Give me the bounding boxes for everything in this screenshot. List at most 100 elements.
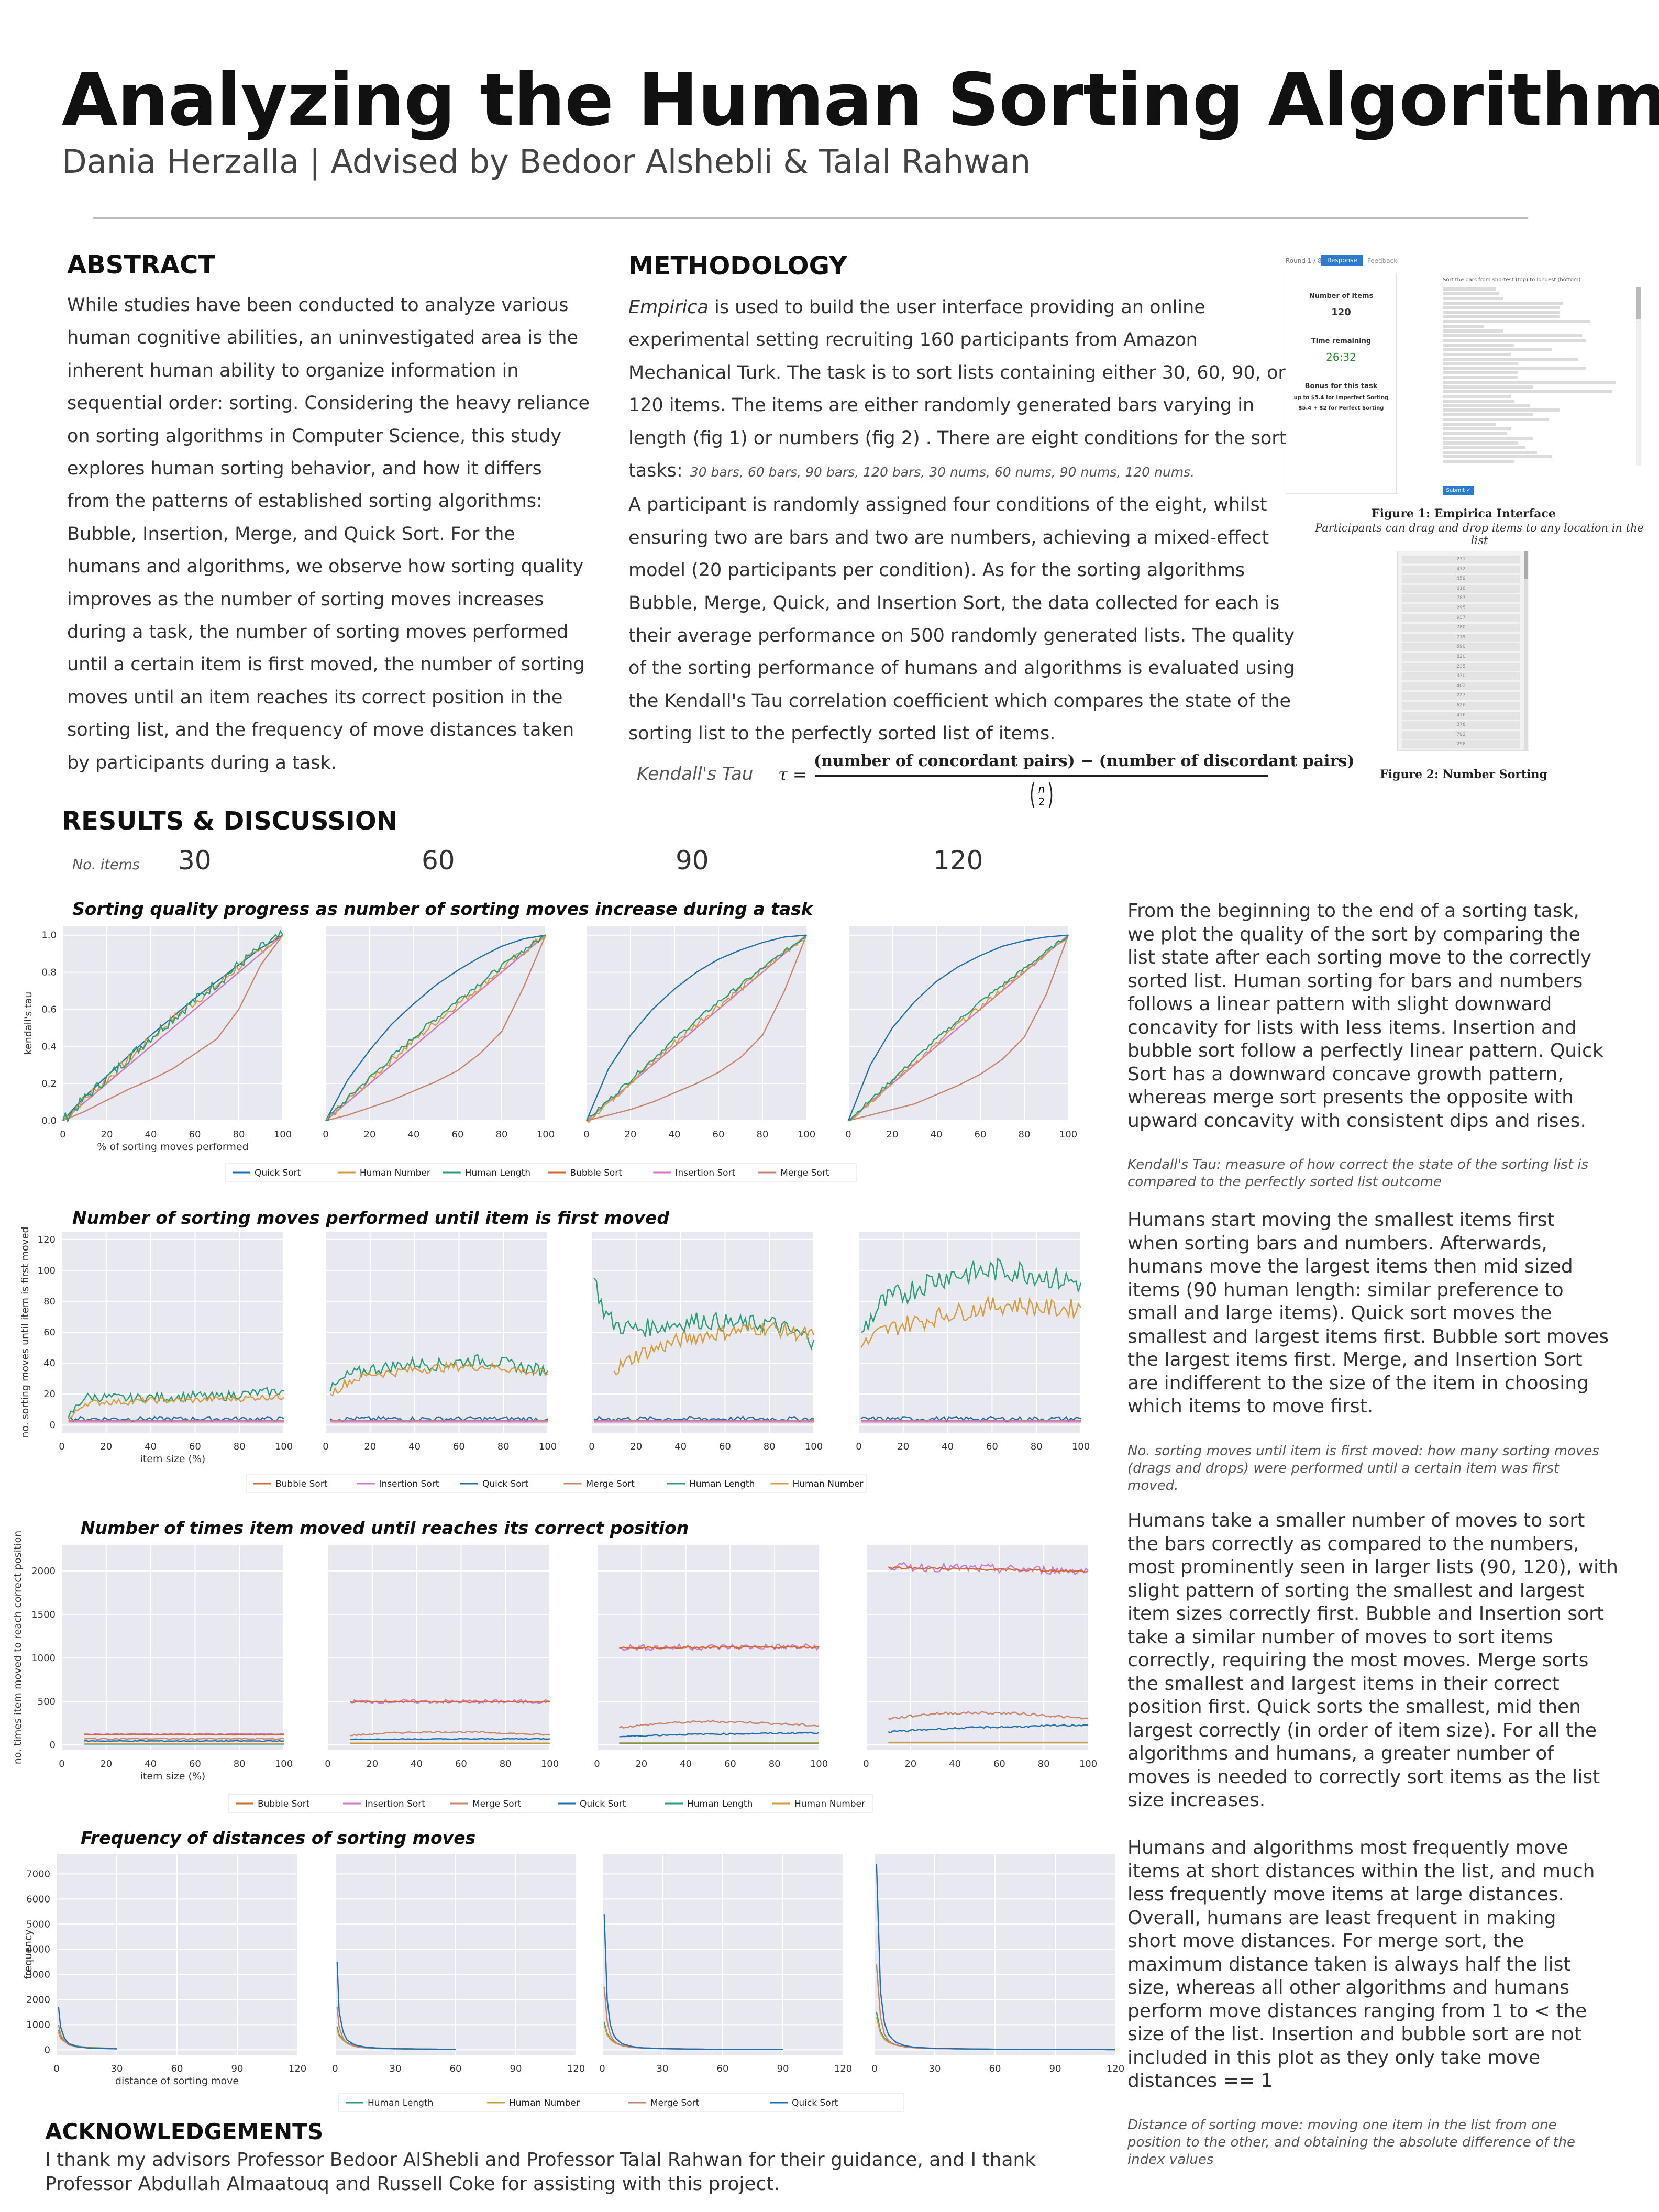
abstract-line: during a task, the number of sorting mov… (67, 622, 569, 643)
note-line: (drags and drops) were performed until a… (1127, 1461, 1559, 1476)
y-tick-label: 0.2 (41, 1078, 57, 1089)
number-item[interactable]: 859 (1402, 575, 1520, 583)
draggable-bar[interactable] (1443, 325, 1485, 328)
x-tick-label: 60 (993, 1758, 1005, 1769)
number-list-scrollbar[interactable] (1524, 551, 1528, 750)
draggable-bar[interactable] (1443, 343, 1514, 347)
number-item[interactable]: 402 (1402, 682, 1520, 690)
draggable-bar[interactable] (1443, 450, 1537, 454)
acknowledgement-line: I thank my advisors Professor Bedoor AlS… (45, 2149, 1036, 2171)
x-tick-label: 40 (408, 1441, 421, 1452)
draggable-bar[interactable] (1443, 460, 1514, 463)
tab-response[interactable]: Response (1321, 255, 1363, 266)
chart-2-panel-30: 0 20 40 60 80 100 0 20 40 60 80 100 120 item size (%) (38, 1232, 293, 1465)
draggable-bar[interactable] (1443, 352, 1511, 356)
discussion-line: sorted list. Human sorting for bars and … (1127, 970, 1583, 992)
draggable-bar[interactable] (1443, 320, 1590, 324)
y-tick-label: 1000 (26, 2019, 50, 2030)
draggable-bar[interactable] (1443, 362, 1518, 366)
draggable-bar[interactable] (1443, 329, 1503, 333)
submit-button[interactable]: Submit ✓ (1443, 486, 1474, 495)
legend-box (225, 1163, 857, 1182)
series-line-merge (84, 1738, 284, 1740)
figure-1-subcaption: Participants can drag and drop items to … (1314, 522, 1644, 547)
figure-2-number-list[interactable]: 231 472 859 618 787 295 937 780 719 590 820 235 330 4… (1397, 551, 1529, 751)
draggable-bar[interactable] (1443, 371, 1518, 375)
y-tick-label: 3000 (26, 1969, 50, 1980)
draggable-bar[interactable] (1443, 381, 1617, 384)
draggable-bar[interactable] (1443, 311, 1560, 314)
chart-1-panel-90: 0 20 40 60 80 100 (583, 926, 815, 1140)
number-item[interactable]: 295 (1402, 604, 1520, 612)
discussion-line: Humans take a smaller number of moves to… (1127, 1510, 1585, 1531)
y-tick-label: 0.4 (41, 1041, 57, 1052)
draggable-bar[interactable] (1443, 367, 1586, 370)
number-item[interactable]: 590 (1402, 643, 1520, 651)
number-item[interactable]: 792 (1402, 731, 1520, 739)
draggable-bar[interactable] (1443, 423, 1496, 426)
plot-background (587, 926, 806, 1121)
number-item[interactable]: 227 (1402, 692, 1520, 700)
number-item[interactable]: 780 (1402, 624, 1520, 632)
methodology-line: A participant is randomly assigned four … (628, 494, 1267, 516)
abstract-line: explores human sorting behavior, and how… (67, 458, 542, 480)
number-item[interactable]: 937 (1402, 614, 1520, 622)
bar-list-scrollbar[interactable] (1636, 287, 1641, 466)
number-item[interactable]: 820 (1402, 653, 1520, 661)
draggable-bar[interactable] (1443, 348, 1552, 351)
draggable-bar[interactable] (1443, 301, 1564, 305)
chart-4-legend: Human Length Human Number Merge Sort Quick … (338, 2093, 904, 2112)
number-item[interactable]: 719 (1402, 633, 1520, 642)
number-item[interactable]: 231 (1402, 556, 1520, 563)
number-item[interactable]: 626 (1402, 702, 1520, 710)
legend-entry: Human Number (793, 1479, 864, 1489)
draggable-bar[interactable] (1443, 441, 1518, 445)
draggable-bar[interactable] (1443, 296, 1503, 300)
x-tick-label: 100 (805, 1441, 823, 1452)
draggable-bar[interactable] (1443, 334, 1583, 337)
chart-1: 0 20 40 60 80 100 0.0 0.2 0.4 0.6 0.8 1.0 % of sorti… (23, 926, 1077, 1182)
draggable-bar[interactable] (1443, 432, 1507, 435)
draggable-bar[interactable] (1443, 390, 1612, 393)
number-item[interactable]: 378 (1402, 721, 1520, 729)
number-item[interactable]: 472 (1402, 565, 1520, 573)
draggable-bar[interactable] (1443, 315, 1560, 319)
items-label: Number of items (1309, 292, 1374, 300)
draggable-bar[interactable] (1443, 338, 1586, 342)
draggable-bar[interactable] (1443, 376, 1518, 380)
draggable-bar[interactable] (1443, 287, 1496, 291)
number-item[interactable]: 235 (1402, 662, 1520, 671)
draggable-bar[interactable] (1443, 436, 1533, 440)
draggable-bar[interactable] (1443, 413, 1533, 417)
draggable-bar[interactable] (1443, 394, 1511, 398)
discussion-line: small and large items). Quick sort moves… (1127, 1302, 1552, 1324)
draggable-bar[interactable] (1443, 404, 1530, 407)
number-item[interactable]: 787 (1402, 594, 1520, 603)
draggable-bar[interactable] (1443, 427, 1511, 430)
scrollbar-thumb[interactable] (1636, 287, 1641, 319)
number-item[interactable]: 298 (1402, 740, 1520, 749)
draggable-bar[interactable] (1443, 399, 1514, 403)
draggable-bar[interactable] (1443, 408, 1560, 412)
y-tick-label: 6000 (26, 1894, 50, 1905)
draggable-bar[interactable] (1443, 418, 1549, 422)
x-tick-label: 0 (863, 1758, 869, 1769)
number-scrollbar-thumb[interactable] (1524, 551, 1528, 579)
draggable-bar[interactable] (1443, 385, 1533, 389)
number-item[interactable]: 330 (1402, 672, 1520, 681)
draggable-bar[interactable] (1443, 455, 1552, 459)
number-item[interactable]: 618 (1402, 584, 1520, 593)
number-item[interactable]: 416 (1402, 711, 1520, 720)
x-tick-label: 20 (904, 1758, 916, 1769)
methodology-line: sorting list to the perfectly sorted lis… (628, 723, 1056, 745)
tab-feedback[interactable]: Feedback (1367, 257, 1398, 264)
discussion-line: maximum distance taken is always half th… (1127, 1953, 1571, 1975)
chart-2-legend: Bubble Sort Insertion Sort Quick Sort Merge… (246, 1474, 867, 1493)
legend-entry: Human Length (368, 2098, 433, 2108)
series-line-bubble (619, 1645, 820, 1649)
draggable-bar[interactable] (1443, 357, 1579, 361)
draggable-bar[interactable] (1443, 292, 1499, 295)
draggable-bar-list[interactable] (1443, 287, 1642, 466)
draggable-bar[interactable] (1443, 306, 1560, 309)
draggable-bar[interactable] (1443, 446, 1526, 449)
